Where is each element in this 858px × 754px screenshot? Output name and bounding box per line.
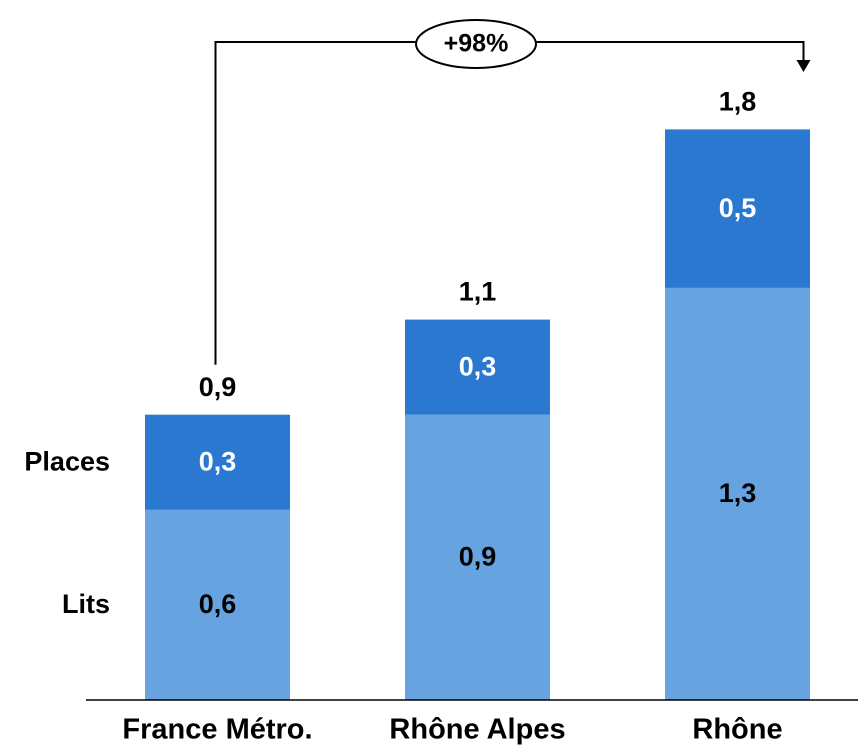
bar-segment-places xyxy=(665,129,810,288)
bar-segment-lits xyxy=(665,287,810,700)
bar-segment-places xyxy=(145,414,290,510)
segment-value-label: 0,3 xyxy=(199,446,237,476)
bar-segment-lits xyxy=(405,414,550,700)
category-labels-layer: France Métro. Rhône Alpes Rhône xyxy=(122,714,782,746)
category-label: France Métro. xyxy=(122,714,312,746)
segment-labels-layer: 0,6 0,3 0,9 0,3 1,3 0,5 xyxy=(199,193,757,619)
category-label: Rhône Alpes xyxy=(389,714,565,746)
segment-value-label: 0,3 xyxy=(459,351,497,381)
arrow-head-icon xyxy=(796,60,811,72)
segment-value-label: 0,9 xyxy=(459,541,497,571)
growth-annotation: +98% xyxy=(214,19,811,365)
total-labels-layer: 0,9 1,1 1,8 xyxy=(199,87,757,402)
growth-percentage-label: +98% xyxy=(444,30,509,58)
total-value-label: 1,1 xyxy=(459,277,497,307)
legend: Lits Places xyxy=(24,446,110,619)
segment-value-label: 0,5 xyxy=(719,193,757,223)
category-label: Rhône xyxy=(692,714,782,746)
segment-value-label: 1,3 xyxy=(719,478,757,508)
bar-segment-places xyxy=(405,319,550,415)
bars-layer xyxy=(145,129,810,700)
total-value-label: 1,8 xyxy=(719,87,757,117)
growth-badge xyxy=(415,19,537,69)
segment-value-label: 0,6 xyxy=(199,589,237,619)
legend-label-places: Places xyxy=(24,446,110,476)
bar-segment-lits xyxy=(145,509,290,700)
total-value-label: 0,9 xyxy=(199,372,237,402)
legend-label-lits: Lits xyxy=(62,589,110,619)
